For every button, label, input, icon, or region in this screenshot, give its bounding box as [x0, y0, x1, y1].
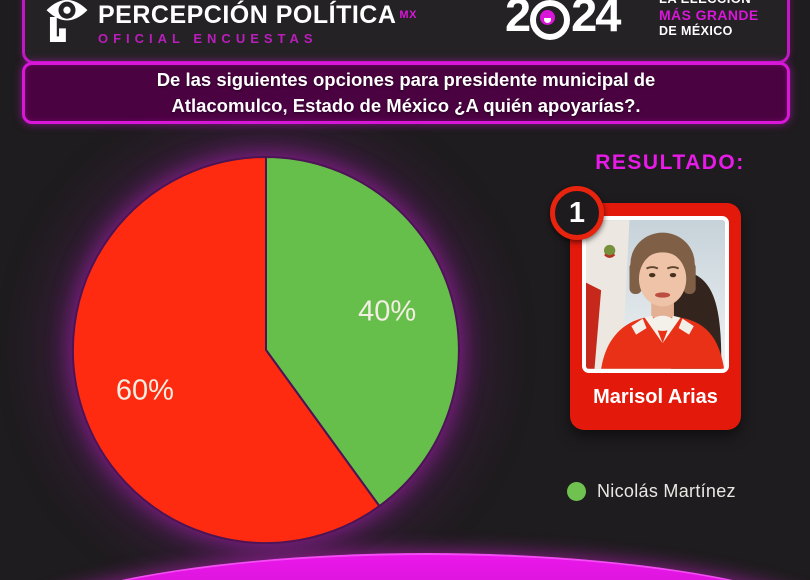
- rank-1-badge: 1: [550, 186, 604, 240]
- brand-text: PERCEPCIÓN POLÍTICA MX OFICIAL ENCUESTAS: [98, 2, 417, 46]
- bottom-glow-ellipse: [0, 553, 810, 580]
- winner-name: Marisol Arias: [593, 386, 718, 408]
- legend-label: Nicolás Martínez: [597, 481, 736, 501]
- percepcion-politica-eye-icon: [44, 0, 90, 47]
- pie-slice-label: 60%: [116, 374, 174, 406]
- election-logo-eye-icon: [530, 0, 571, 40]
- brand-mx-label: MX: [399, 9, 417, 21]
- year-digit-2: 2: [505, 0, 531, 41]
- election-tagline: LA ELECCIÓN MÁS GRANDE DE MÉXICO: [659, 0, 759, 39]
- result-heading: RESULTADO:: [595, 151, 745, 174]
- question-line2: Atlacomulco, Estado de México ¿A quién a…: [171, 95, 641, 116]
- brand-subtitle: OFICIAL ENCUESTAS: [98, 31, 318, 46]
- year-digits-24: 24: [571, 0, 621, 41]
- brand-name-text: PERCEPCIÓN POLÍTICA: [98, 1, 397, 29]
- pie-slice-60%: [71, 156, 381, 544]
- question-banner: De las siguientes opciones para presiden…: [22, 62, 790, 124]
- tagline-line2: MÁS GRANDE: [659, 7, 759, 23]
- tagline-line3: DE MÉXICO: [659, 24, 733, 38]
- candidate-photo: [582, 216, 729, 373]
- legend-dot-green: [567, 482, 586, 501]
- pie-chart: 40% 60%: [71, 155, 461, 545]
- legend: Nicolás Martínez: [567, 481, 736, 502]
- election-2024-logo: 2 24: [505, 0, 621, 41]
- pie-slice-label: 40%: [358, 296, 416, 328]
- question-line1: De las siguientes opciones para presiden…: [156, 69, 656, 90]
- brand-name: PERCEPCIÓN POLÍTICA MX: [98, 2, 417, 28]
- tagline-line1: LA ELECCIÓN: [659, 0, 759, 7]
- pie-slice-40%: [265, 156, 460, 508]
- winner-card: Marisol Arias: [570, 203, 741, 430]
